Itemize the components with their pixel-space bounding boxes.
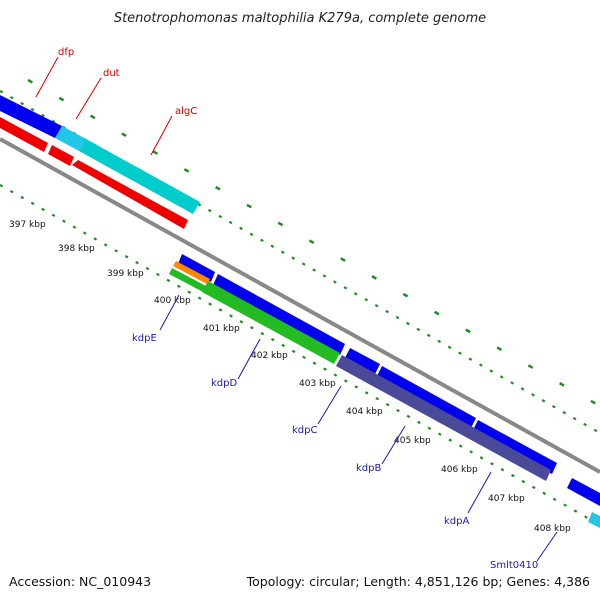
reverse-feature-red-1 [0,117,48,152]
gene-label-kdpB-group[interactable]: kdpB [356,425,406,474]
forward-feature-kdpE-blue [178,254,215,282]
gene-label-Smlt0410-group[interactable]: Smlt0410 [490,531,558,571]
reverse-feature-red-2 [48,145,74,166]
gene-label-algC-group[interactable]: algC [150,106,197,156]
gene-label-kdpE[interactable]: kdpE [132,333,157,344]
scale-label: 407 kbp [488,494,525,504]
forward-feature-blue-topleft [0,95,62,138]
accession-text: Accession: NC_010943 [9,574,151,589]
feature-green-kdpD [202,281,340,364]
major-tick-ring [27,78,599,407]
scale-label: 404 kbp [346,407,383,417]
gene-label-kdpC-group[interactable]: kdpC [292,385,342,436]
forward-feature-kdpA-blue [473,420,557,474]
scale-label: 405 kbp [394,436,431,446]
scale-labels: 397 kbp 398 kbp 399 kbp 400 kbp 401 kbp … [9,220,571,534]
forward-feature-cyan-right [588,512,600,528]
feature-green-small [169,268,206,292]
gene-label-kdpA[interactable]: kdpA [444,516,469,527]
scale-label: 408 kbp [534,524,571,534]
gene-label-kdpB[interactable]: kdpB [356,463,381,474]
scale-label: 400 kbp [154,296,191,306]
scale-label: 403 kbp [299,379,336,389]
gene-label-kdpA-group[interactable]: kdpA [444,471,492,527]
feature-slate-kdp [336,355,551,481]
scale-label: 399 kbp [107,269,144,279]
forward-feature-kdpB-blue [377,366,476,428]
scale-label: 397 kbp [9,220,46,230]
scale-tick-ring [0,184,600,526]
scale-label: 398 kbp [58,244,95,254]
scale-label: 402 kbp [251,351,288,361]
gene-label-dfp[interactable]: dfp [58,47,74,58]
forward-feature-kdpC-blue [345,348,380,374]
topology-summary: Topology: circular; Length: 4,851,126 bp… [246,574,590,589]
gene-label-kdpE-group[interactable]: kdpE [132,294,180,344]
gene-label-Smlt0410[interactable]: Smlt0410 [490,560,538,571]
forward-feature-Smlt0410-blue [567,478,600,506]
map-title: Stenotrophomonas maltophilia K279a, comp… [114,11,486,26]
gene-label-dut-group[interactable]: dut [75,68,120,120]
gene-label-dfp-group[interactable]: dfp [35,47,74,98]
gene-label-kdpC[interactable]: kdpC [292,425,317,436]
scale-label: 406 kbp [441,465,478,475]
scale-label: 401 kbp [203,324,240,334]
gene-label-dut[interactable]: dut [103,68,120,79]
forward-feature-cyan-small [55,126,86,151]
genome-backbone [0,137,600,474]
feature-orange [173,261,210,284]
reverse-feature-red-3 [72,160,188,229]
gene-label-algC[interactable]: algC [175,106,197,117]
gene-label-kdpD[interactable]: kdpD [211,378,237,389]
gene-label-kdpD-group[interactable]: kdpD [211,338,261,389]
forward-feature-kdpD-blue [213,274,345,355]
forward-feature-algC [79,139,200,214]
